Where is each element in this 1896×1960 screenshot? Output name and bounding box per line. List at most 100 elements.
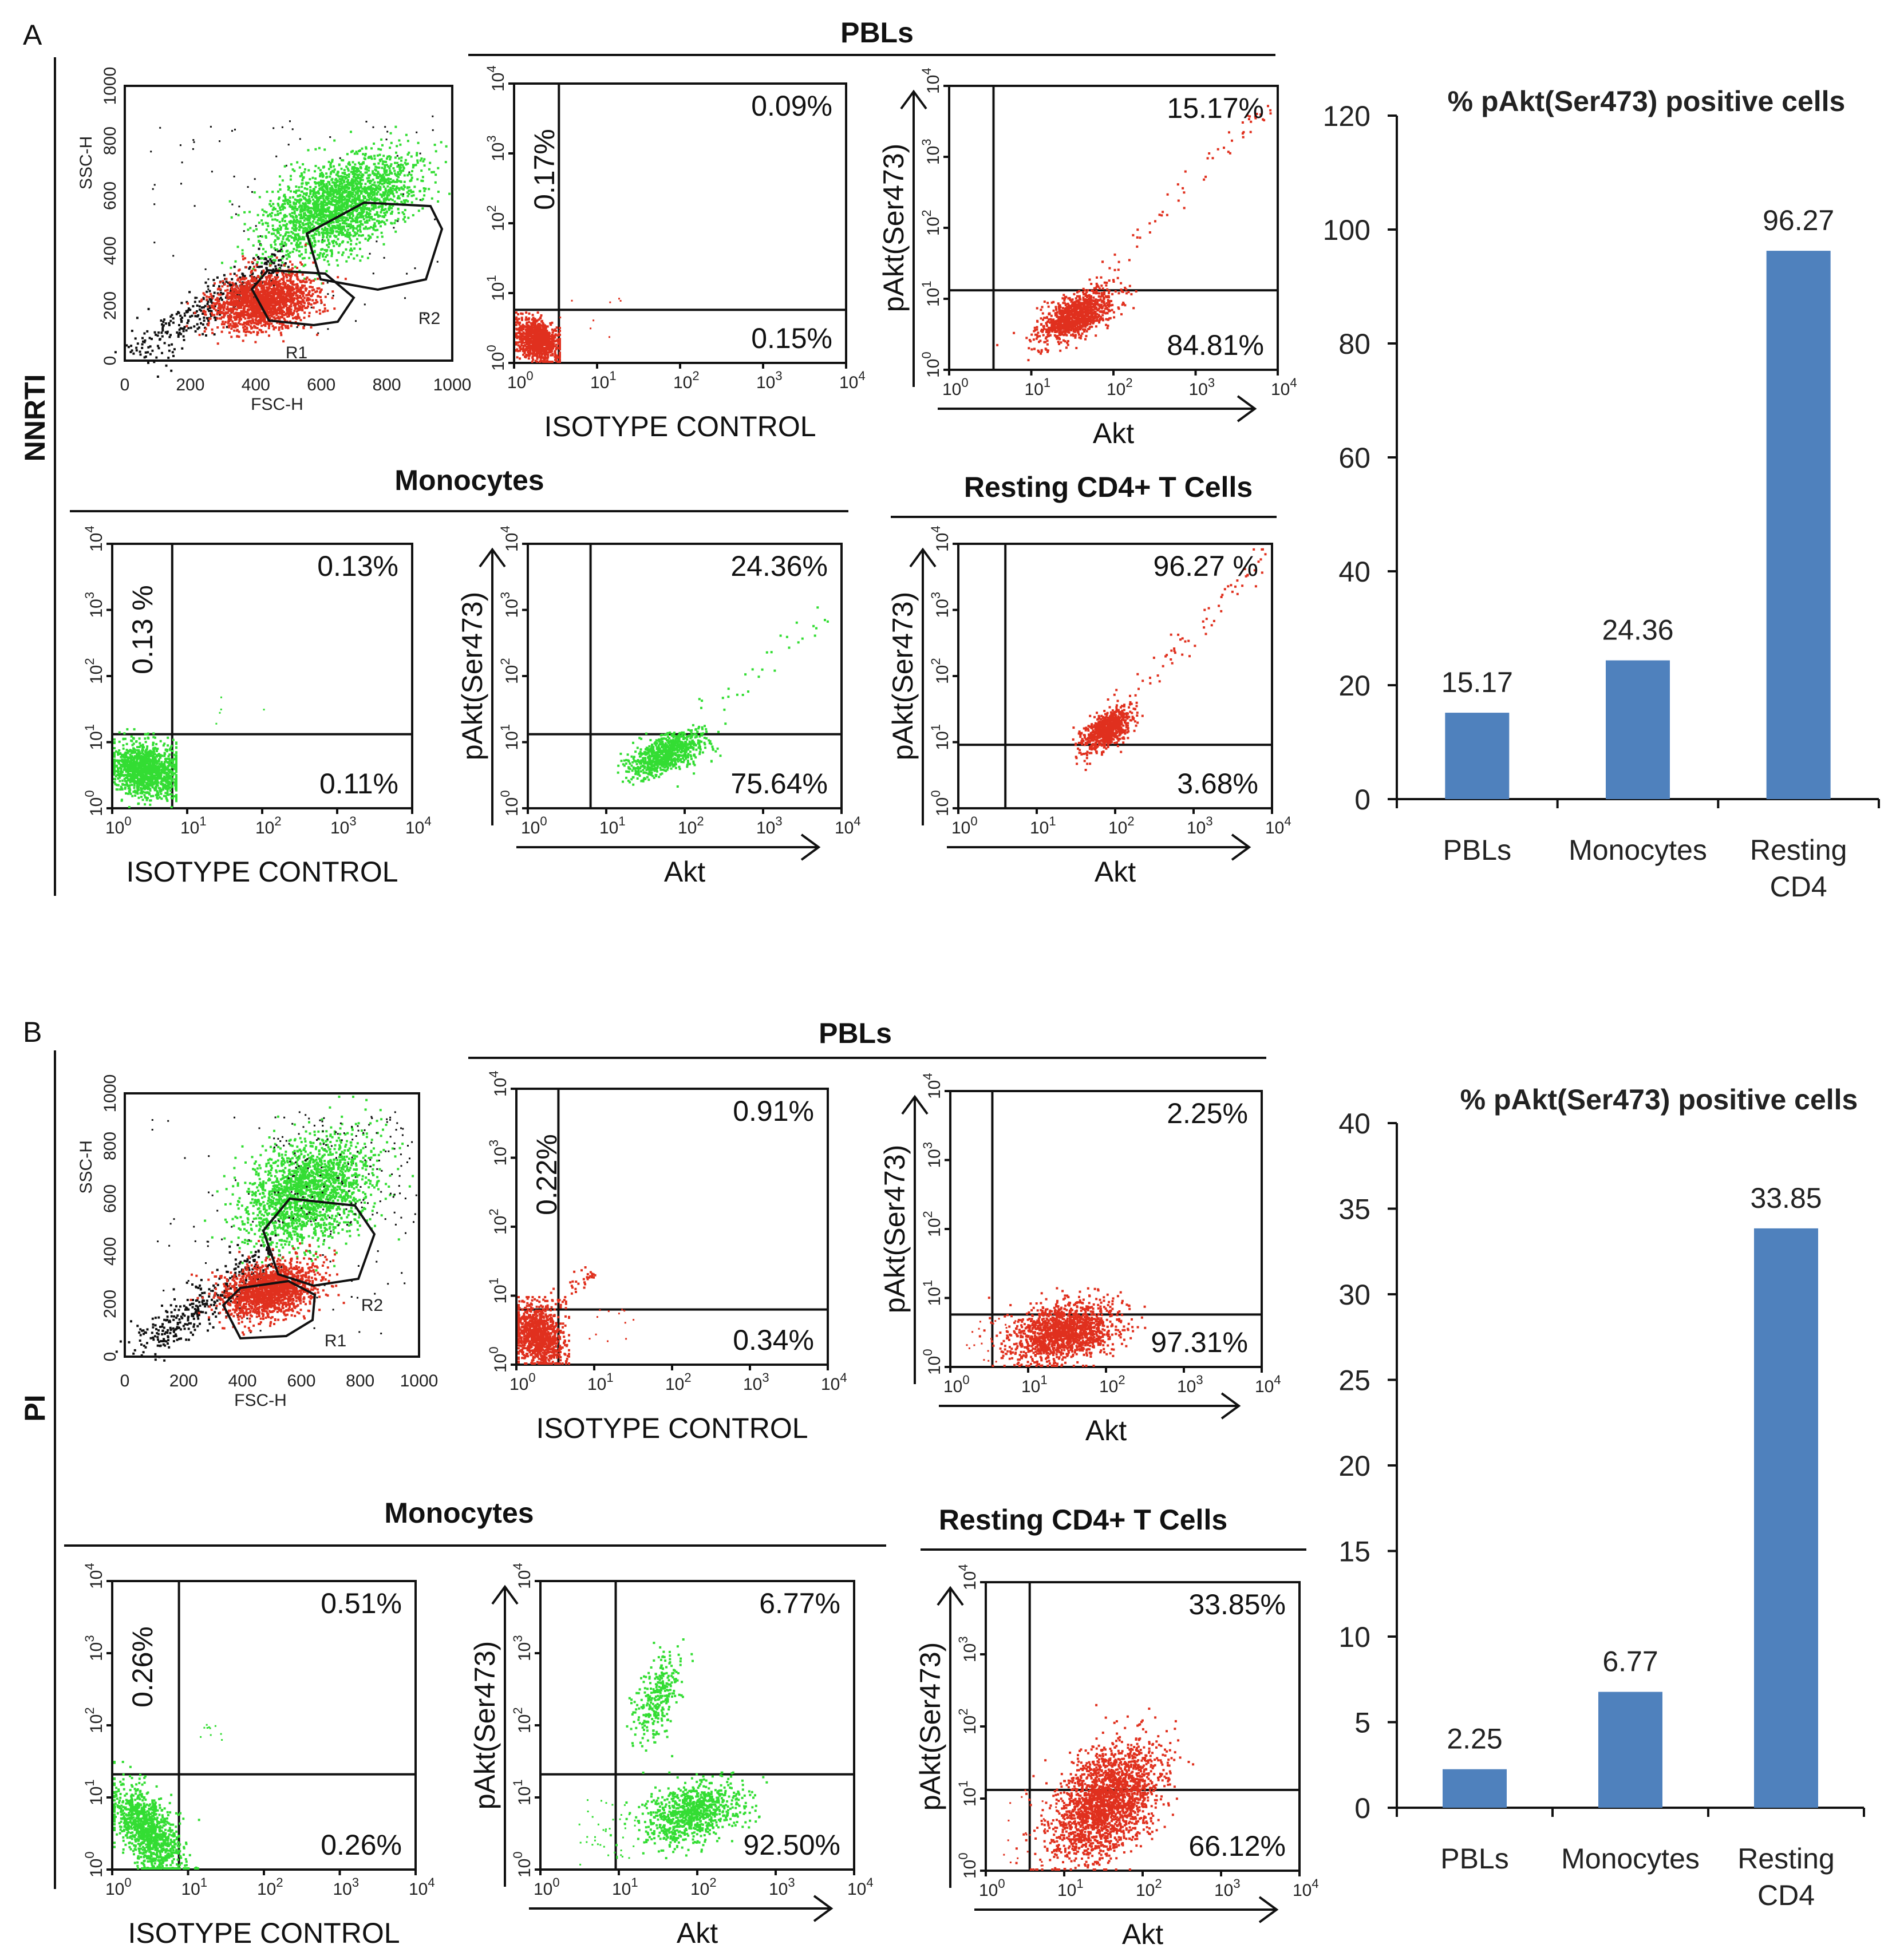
- x-tick-label: 101: [1021, 1373, 1048, 1396]
- pbl-akt-plot-a: 10010010110110210210310310410415.17%84.8…: [878, 68, 1297, 449]
- y-tick-label: 102: [82, 658, 106, 684]
- y-tick-exponent: 4: [498, 525, 512, 532]
- scatter-plot-b: 00 200 200 400 400 600 600 800 800 1000 1000 FSC-H S…: [77, 1074, 438, 1410]
- y-tick-label: 0: [1354, 1792, 1370, 1824]
- x-tick-exponent: 2: [1118, 1373, 1125, 1387]
- gate-r1-label: R1: [286, 343, 307, 362]
- y-tick-exponent: 1: [511, 1779, 525, 1786]
- y-tick-label: 600: [101, 1184, 120, 1213]
- y-axis-arrow-head: [909, 547, 937, 568]
- cell-dots: [515, 311, 561, 363]
- x-tick-exponent: 4: [1274, 1373, 1281, 1387]
- monocytes-header: Monocytes: [384, 1497, 534, 1529]
- pbls-header: PBLs: [819, 1017, 892, 1049]
- x-tick-label: 104: [1271, 376, 1297, 399]
- y-tick-exponent: 3: [82, 1635, 97, 1642]
- r1-cell-dots: [185, 243, 347, 345]
- x-tick-label: 103: [1189, 376, 1215, 399]
- x-axis-label: Akt: [1093, 417, 1134, 449]
- y-tick-exponent: 4: [921, 1073, 935, 1080]
- panel-label: B: [23, 1016, 42, 1048]
- x-tick-label: 1000: [433, 376, 472, 394]
- lower-right-percent: 0.34%: [733, 1324, 814, 1356]
- x-tick-exponent: 1: [618, 814, 625, 828]
- y-tick-label: 600: [101, 181, 120, 210]
- stray-dots: [559, 298, 622, 338]
- pbls-header: PBLs: [840, 17, 914, 49]
- x-tick-label: 104: [1293, 1876, 1319, 1900]
- y-tick-exponent: 3: [919, 139, 934, 145]
- y-tick-label: 100: [487, 1346, 510, 1373]
- upper-right-percent: 96.27 %: [1154, 550, 1258, 582]
- x-tick-exponent: 4: [428, 1875, 434, 1890]
- y-tick-label: 101: [956, 1780, 979, 1807]
- stray-dots: [200, 1724, 223, 1741]
- x-axis-label: FSC-H: [251, 395, 303, 414]
- y-tick-label: 103: [929, 592, 952, 618]
- y-tick-label: 100: [929, 790, 952, 816]
- y-tick-label: 100: [511, 1851, 534, 1878]
- x-tick-label: 100: [507, 369, 534, 392]
- y-tick-label: 35: [1338, 1194, 1370, 1226]
- stray-dots: [588, 1309, 635, 1342]
- y-tick-exponent: 1: [929, 724, 943, 731]
- y-tick-label: 104: [511, 1563, 534, 1589]
- gate-r2: [262, 1197, 376, 1287]
- x-tick-exponent: 0: [526, 369, 533, 383]
- x-axis-arrow-head: [1231, 833, 1251, 861]
- x-tick-label: 104: [1265, 814, 1291, 837]
- x-tick-exponent: 0: [961, 376, 968, 390]
- y-tick-label: 103: [956, 1636, 979, 1662]
- x-tick-exponent: 2: [276, 1875, 283, 1890]
- cell-dots: [617, 724, 722, 788]
- y-tick-label: 800: [101, 1132, 120, 1160]
- bar-value-label: 24.36: [1602, 614, 1673, 646]
- x-tick-label: 104: [835, 814, 861, 837]
- y-tick-label: 100: [1323, 214, 1370, 246]
- y-tick-label: 100: [484, 345, 508, 371]
- x-tick-exponent: 1: [1044, 376, 1050, 390]
- x-tick-label: 100: [105, 814, 132, 837]
- y-tick-label: 102: [82, 1707, 106, 1733]
- lower-right-percent: 66.12%: [1188, 1830, 1286, 1862]
- bar-value-label: 33.85: [1750, 1182, 1822, 1214]
- plot-frame: [985, 1581, 1301, 1872]
- y-tick-label: 104: [919, 68, 943, 94]
- x-tick-label: 101: [1057, 1876, 1084, 1900]
- diagonal-dots: [1100, 105, 1272, 283]
- bar-monocytes: [1606, 660, 1670, 799]
- x-axis-label: ISOTYPE CONTROL: [544, 410, 816, 442]
- x-tick-exponent: 3: [1196, 1373, 1203, 1387]
- y-tick-label: 80: [1338, 328, 1370, 360]
- x-axis-label: Akt: [664, 856, 705, 888]
- y-tick-label: 104: [929, 525, 952, 552]
- y-tick-exponent: 0: [82, 790, 97, 797]
- x-axis-label: Akt: [1095, 856, 1136, 888]
- y-tick-exponent: 4: [487, 1070, 501, 1077]
- y-tick-label: 100: [498, 790, 522, 816]
- x-tick-label: 101: [590, 369, 617, 392]
- x-tick-label: 100: [979, 1876, 1005, 1900]
- y-tick-label: 200: [101, 1290, 120, 1318]
- x-axis-arrow-head: [813, 1895, 834, 1922]
- y-tick-label: 25: [1338, 1365, 1370, 1397]
- x-axis-label: Akt: [1122, 1918, 1163, 1950]
- y-tick-exponent: 4: [956, 1564, 970, 1571]
- y-tick-exponent: 3: [921, 1142, 935, 1149]
- panel-b: B PI PBLs Monocytes Resting CD4+ T Cells: [19, 1016, 1306, 1889]
- x-tick-label: 101: [587, 1370, 614, 1394]
- x-tick-label: 800: [346, 1372, 374, 1390]
- y-tick-exponent: 0: [956, 1852, 970, 1859]
- x-tick-label: 102: [1107, 376, 1133, 399]
- x-tick-label: 101: [599, 814, 626, 837]
- y-tick-label: 102: [956, 1708, 979, 1734]
- x-tick-exponent: 2: [697, 814, 704, 828]
- plot-frame: [948, 85, 1279, 371]
- y-tick-exponent: 2: [921, 1211, 935, 1218]
- gate-r2-label: R2: [418, 309, 440, 328]
- debris-dots: [115, 1234, 283, 1362]
- x-tick-label: 103: [333, 1875, 360, 1899]
- y-tick-label: 104: [82, 1563, 106, 1589]
- plot-frame: [124, 1092, 420, 1358]
- x-tick-label: 104: [847, 1875, 874, 1899]
